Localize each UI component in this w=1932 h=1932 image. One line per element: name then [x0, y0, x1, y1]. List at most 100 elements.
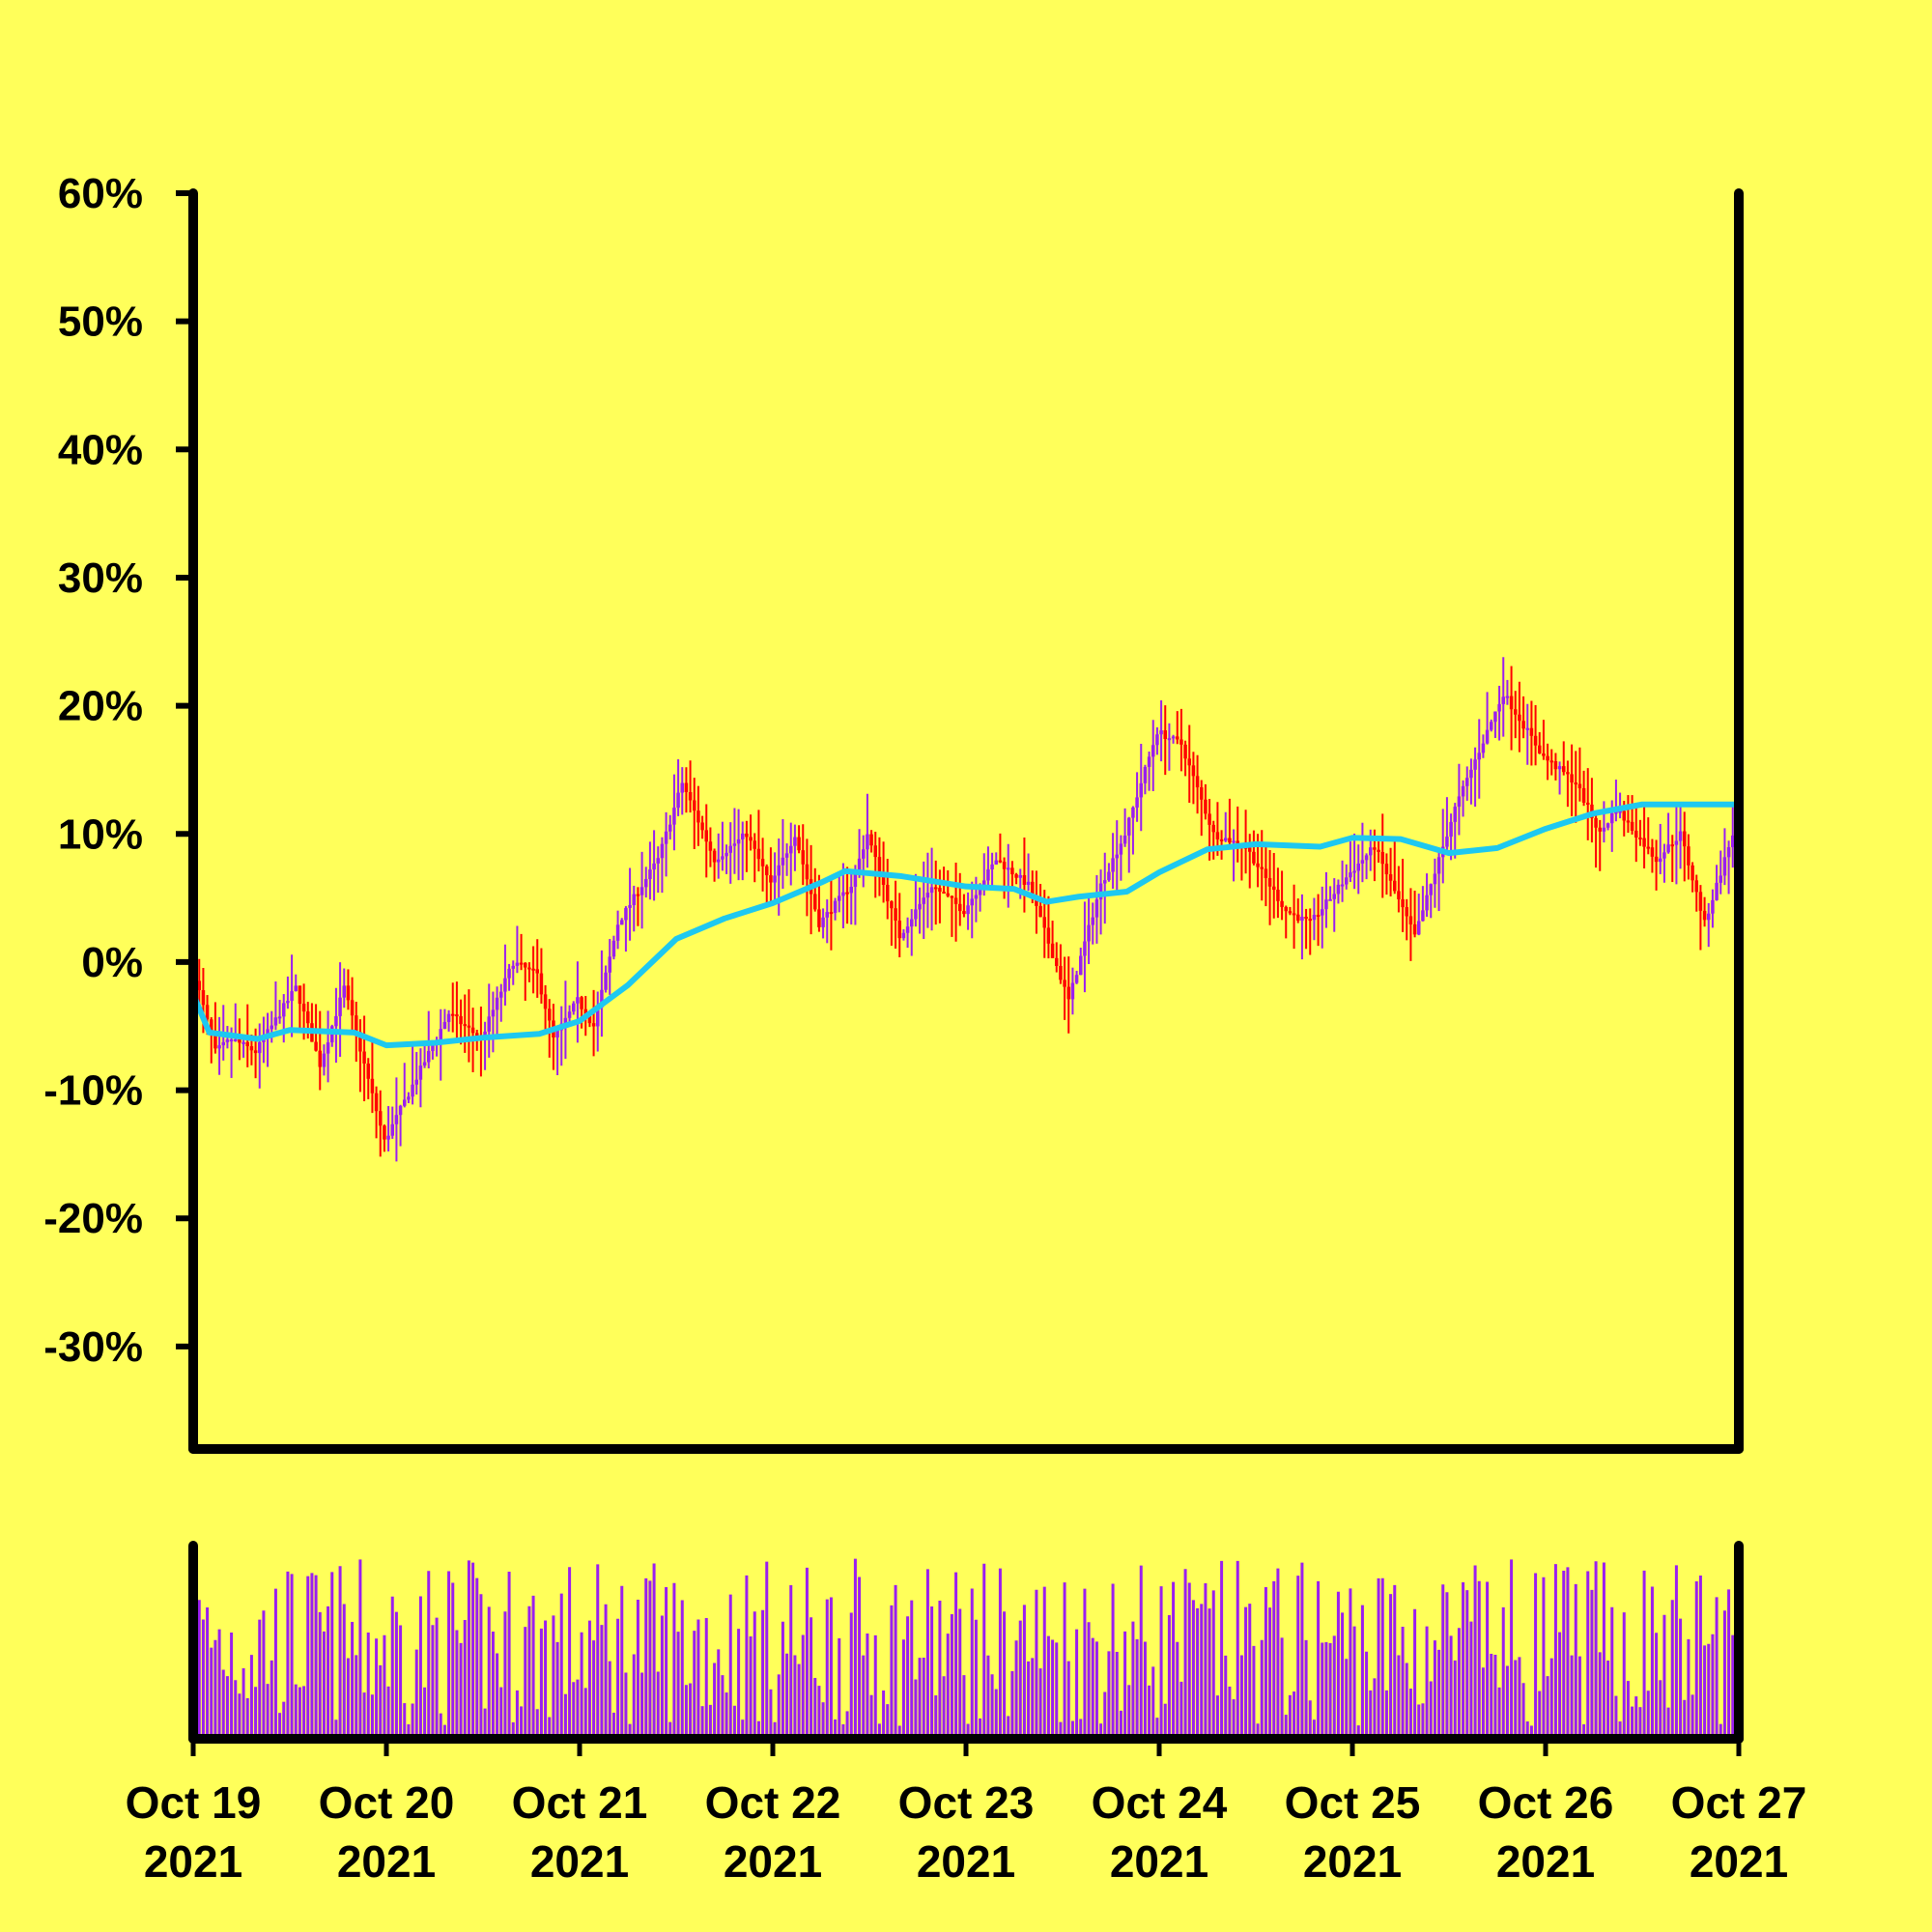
candle-body: [784, 853, 789, 858]
candle-body: [407, 1096, 411, 1100]
candle-body: [1577, 783, 1582, 788]
candle-body: [1219, 838, 1224, 841]
candle-body: [946, 893, 950, 896]
candle-body: [1542, 753, 1546, 756]
candle-body: [1280, 900, 1284, 907]
candle-body: [314, 1041, 318, 1051]
candle-body: [334, 1015, 338, 1027]
candle-body: [1171, 736, 1176, 739]
candle-body: [600, 989, 604, 1008]
candle-body: [688, 792, 693, 801]
candle-body: [355, 1015, 358, 1033]
y-tick-label: 60%: [58, 170, 143, 217]
candle-body: [1678, 831, 1683, 841]
candle-body: [1501, 696, 1505, 704]
candle-body: [362, 1051, 366, 1064]
candle-body: [234, 1038, 238, 1041]
candle-body: [1566, 772, 1570, 775]
candle-body: [1405, 907, 1408, 917]
candle-body: [1408, 916, 1413, 924]
candle-body: [825, 912, 829, 918]
candle-body: [238, 1038, 242, 1043]
candle-body: [467, 1025, 471, 1028]
candle-body: [446, 1013, 451, 1022]
candle-body: [942, 892, 946, 895]
x-axis-ticks: Oct 19 2021 Oct 20 2021 Oct 21 2021 Oct 22 2021…: [126, 1739, 1806, 1887]
candle-body: [644, 879, 648, 888]
candle-body: [1529, 727, 1534, 736]
candle-body: [886, 884, 890, 902]
candle-body: [1163, 730, 1167, 739]
candle-body: [982, 880, 986, 889]
x-tick-label-year: 2021: [1496, 1836, 1595, 1887]
candle-body: [1035, 896, 1038, 906]
candle-body: [1316, 915, 1321, 918]
candle-body: [217, 1045, 221, 1049]
candle-body: [1581, 787, 1586, 803]
candle-body: [1719, 875, 1722, 883]
candle-body: [897, 921, 901, 939]
candle-body: [1626, 820, 1631, 823]
x-tick-label: Oct 19: [126, 1777, 262, 1828]
candle-body: [749, 837, 753, 841]
candle-body: [639, 887, 644, 895]
candle-body: [1493, 711, 1497, 723]
candle-body: [487, 1016, 491, 1032]
candle-body: [286, 1001, 290, 1004]
candle-body: [1107, 871, 1111, 881]
candle-body: [962, 911, 966, 915]
volume-bars: [193, 1558, 1739, 1739]
candle-body: [797, 837, 801, 851]
candle-body: [1393, 880, 1397, 892]
candle-body: [1151, 745, 1155, 757]
candle-body: [664, 831, 668, 844]
candle-body: [1618, 810, 1622, 813]
candle-body: [1026, 881, 1031, 885]
candle-body: [1698, 892, 1703, 911]
candle-body: [901, 932, 906, 939]
candle-body: [656, 858, 660, 864]
candle-body: [301, 1004, 306, 1012]
candle-body: [213, 1035, 217, 1049]
candle-body: [418, 1065, 423, 1080]
candle-body: [1292, 913, 1296, 916]
candle-body: [1598, 827, 1602, 832]
candle-body: [1602, 827, 1606, 832]
candle-body: [833, 900, 838, 914]
candle-body: [938, 888, 942, 893]
candle-body: [427, 1050, 431, 1063]
candle-body: [587, 1015, 592, 1024]
candle-body: [1634, 830, 1638, 838]
candle-body: [966, 905, 970, 915]
candle-body: [1022, 874, 1027, 885]
candlesticks: [193, 657, 1739, 1162]
candle-body: [1183, 744, 1187, 759]
candle-body: [539, 973, 544, 995]
candle-body: [1666, 844, 1670, 853]
candle-body: [258, 1041, 262, 1054]
candle-body: [294, 985, 298, 992]
candle-body: [576, 997, 580, 1004]
candle-body: [1356, 863, 1360, 871]
candle-body: [1042, 917, 1046, 928]
candle-body: [555, 1030, 559, 1037]
candle-body: [704, 830, 708, 842]
candle-body: [519, 962, 524, 965]
candle-body: [1726, 846, 1731, 858]
candle-body: [563, 1017, 568, 1024]
candle-body: [282, 1003, 286, 1017]
candle-body: [953, 897, 958, 904]
candle-body: [394, 1115, 399, 1124]
candle-body: [1002, 862, 1007, 869]
candle-body: [1646, 846, 1650, 849]
candle-body: [914, 909, 918, 920]
candle-body: [1115, 854, 1119, 859]
candle-body: [596, 1007, 600, 1027]
candle-body: [322, 1053, 327, 1067]
candle-body: [1659, 858, 1662, 863]
candle-body: [229, 1039, 234, 1042]
candle-body: [1417, 921, 1421, 935]
candle-body: [1453, 807, 1457, 822]
candle-body: [1373, 847, 1377, 850]
candle-body: [845, 892, 849, 895]
